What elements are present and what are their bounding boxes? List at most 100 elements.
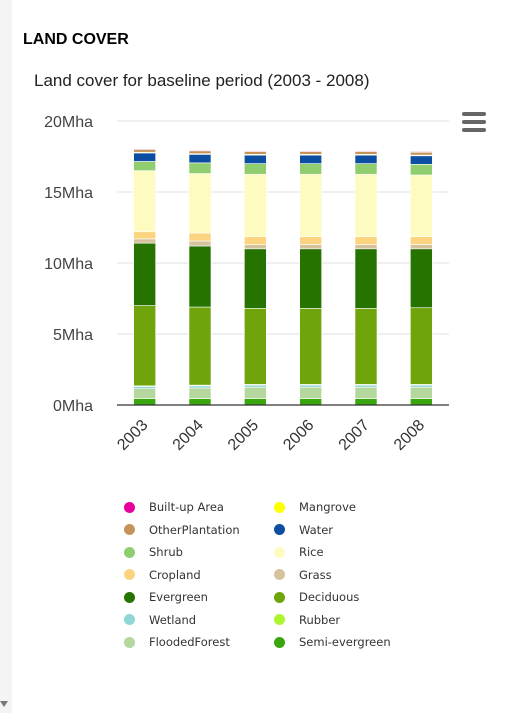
bar-segment-wetland-2004[interactable] <box>188 385 212 389</box>
legend-item-evergreen[interactable]: Evergreen <box>124 588 208 606</box>
bar-segment-semi-evergreen-2005[interactable] <box>244 398 267 406</box>
bar-segment-built-up-area-2007[interactable] <box>354 150 378 152</box>
bar-segment-grass-2006[interactable] <box>299 244 322 250</box>
legend-item-otherplantation[interactable]: OtherPlantation <box>124 521 240 539</box>
bar-segment-evergreen-2003[interactable] <box>133 242 156 306</box>
bar-segment-cropland-2004[interactable] <box>188 232 212 242</box>
scroll-down-arrow-icon[interactable] <box>0 701 8 707</box>
bar-segment-semi-evergreen-2008[interactable] <box>410 398 433 406</box>
bar-segment-otherplantation-2005[interactable] <box>244 151 267 155</box>
legend-item-built-up-area[interactable]: Built-up Area <box>124 498 224 516</box>
bar-segment-evergreen-2006[interactable] <box>299 248 322 309</box>
legend-marker <box>124 569 135 580</box>
bar-segment-floodedforest-2005[interactable] <box>244 386 267 399</box>
bar-segment-deciduous-2004[interactable] <box>188 306 212 386</box>
legend-item-deciduous[interactable]: Deciduous <box>274 588 359 606</box>
bar-segment-semi-evergreen-2003[interactable] <box>133 398 156 406</box>
bar-segment-wetland-2006[interactable] <box>299 384 322 388</box>
bar-segment-water-2003[interactable] <box>133 152 156 162</box>
bar-segment-deciduous-2008[interactable] <box>410 307 433 385</box>
bar-segment-cropland-2007[interactable] <box>354 236 378 245</box>
legend-label: Grass <box>299 567 332 582</box>
legend-label: OtherPlantation <box>149 522 240 537</box>
y-tick-label: 15Mha <box>44 185 93 202</box>
bar-segment-floodedforest-2008[interactable] <box>410 386 433 399</box>
legend-marker <box>274 546 285 558</box>
bar-segment-floodedforest-2007[interactable] <box>354 386 378 399</box>
bar-segment-wetland-2003[interactable] <box>133 386 156 389</box>
bar-segment-otherplantation-2004[interactable] <box>188 150 212 154</box>
bar-segment-shrub-2008[interactable] <box>410 164 433 176</box>
bar-segment-cropland-2005[interactable] <box>244 236 267 245</box>
x-tick-label: 2003 <box>114 417 151 454</box>
bar-segment-built-up-area-2008[interactable] <box>410 151 433 153</box>
bar-segment-floodedforest-2006[interactable] <box>299 386 322 399</box>
bar-segment-deciduous-2003[interactable] <box>133 305 156 387</box>
bar-segment-shrub-2006[interactable] <box>299 163 322 175</box>
bar-segment-evergreen-2007[interactable] <box>354 248 378 309</box>
bar-segment-built-up-area-2004[interactable] <box>188 149 212 152</box>
bar-segment-wetland-2007[interactable] <box>354 384 378 388</box>
bar-segment-rice-2005[interactable] <box>244 173 267 238</box>
legend-item-rice[interactable]: Rice <box>274 543 324 561</box>
bar-segment-shrub-2003[interactable] <box>133 161 156 172</box>
bar-segment-deciduous-2006[interactable] <box>299 308 322 385</box>
legend-label: Built-up Area <box>149 500 224 514</box>
legend-item-cropland[interactable]: Cropland <box>124 566 201 584</box>
bar-segment-rice-2004[interactable] <box>188 173 212 234</box>
bar-segment-evergreen-2008[interactable] <box>410 248 433 309</box>
legend-item-water[interactable]: Water <box>274 521 333 539</box>
bar-segment-built-up-area-2003[interactable] <box>133 148 156 150</box>
bar-segment-cropland-2008[interactable] <box>410 236 433 245</box>
bar-segment-semi-evergreen-2004[interactable] <box>188 398 212 406</box>
bar-segment-deciduous-2007[interactable] <box>354 308 378 385</box>
x-tick-label: 2008 <box>391 417 428 454</box>
bar-segment-otherplantation-2003[interactable] <box>133 149 156 153</box>
bar-segment-shrub-2005[interactable] <box>244 163 267 175</box>
bar-segment-wetland-2008[interactable] <box>410 384 433 388</box>
legend-item-wetland[interactable]: Wetland <box>124 611 196 629</box>
bar-segment-water-2004[interactable] <box>188 154 212 164</box>
bar-segment-cropland-2006[interactable] <box>299 236 322 245</box>
bar-segment-grass-2008[interactable] <box>410 244 433 250</box>
bar-segment-wetland-2005[interactable] <box>244 384 267 388</box>
legend-item-shrub[interactable]: Shrub <box>124 543 183 561</box>
bar-segment-grass-2003[interactable] <box>133 238 156 244</box>
bar-segment-rice-2007[interactable] <box>354 173 378 238</box>
chart-menu-button[interactable] <box>460 112 488 134</box>
bar-segment-semi-evergreen-2007[interactable] <box>354 398 378 406</box>
bar-segment-built-up-area-2005[interactable] <box>244 150 267 152</box>
bar-segment-rice-2003[interactable] <box>133 170 156 233</box>
bar-segment-semi-evergreen-2006[interactable] <box>299 398 322 406</box>
legend-item-mangrove[interactable]: Mangrove <box>274 498 356 516</box>
bar-segment-otherplantation-2007[interactable] <box>354 151 378 155</box>
bar-segment-deciduous-2005[interactable] <box>244 308 267 385</box>
bar-segment-water-2006[interactable] <box>299 154 322 164</box>
bar-segment-evergreen-2005[interactable] <box>244 248 267 309</box>
bar-segment-otherplantation-2006[interactable] <box>299 151 322 155</box>
legend-item-floodedforest[interactable]: FloodedForest <box>124 633 230 651</box>
bar-segment-floodedforest-2004[interactable] <box>188 387 212 399</box>
legend-item-grass[interactable]: Grass <box>274 566 332 584</box>
legend-label: FloodedForest <box>149 635 230 649</box>
bar-segment-shrub-2004[interactable] <box>188 162 212 174</box>
bar-segment-water-2007[interactable] <box>354 154 378 164</box>
x-tick-label: 2007 <box>336 417 373 454</box>
bar-segment-shrub-2007[interactable] <box>354 163 378 175</box>
bar-segment-evergreen-2004[interactable] <box>188 245 212 308</box>
bar-segment-grass-2005[interactable] <box>244 244 267 250</box>
bar-segment-floodedforest-2003[interactable] <box>133 388 156 399</box>
y-tick-label: 10Mha <box>44 256 93 273</box>
bar-segment-built-up-area-2006[interactable] <box>299 150 322 152</box>
bar-segment-water-2005[interactable] <box>244 154 267 164</box>
bar-segment-otherplantation-2008[interactable] <box>410 151 433 156</box>
legend-item-rubber[interactable]: Rubber <box>274 611 340 629</box>
bar-segment-cropland-2003[interactable] <box>133 231 156 240</box>
bar-segment-rice-2008[interactable] <box>410 174 433 238</box>
bar-segment-grass-2004[interactable] <box>188 240 212 247</box>
bar-segment-water-2008[interactable] <box>410 155 433 165</box>
legend-item-semi-evergreen[interactable]: Semi-evergreen <box>274 633 391 651</box>
legend-marker <box>274 614 285 625</box>
bar-segment-grass-2007[interactable] <box>354 244 378 250</box>
bar-segment-rice-2006[interactable] <box>299 173 322 238</box>
